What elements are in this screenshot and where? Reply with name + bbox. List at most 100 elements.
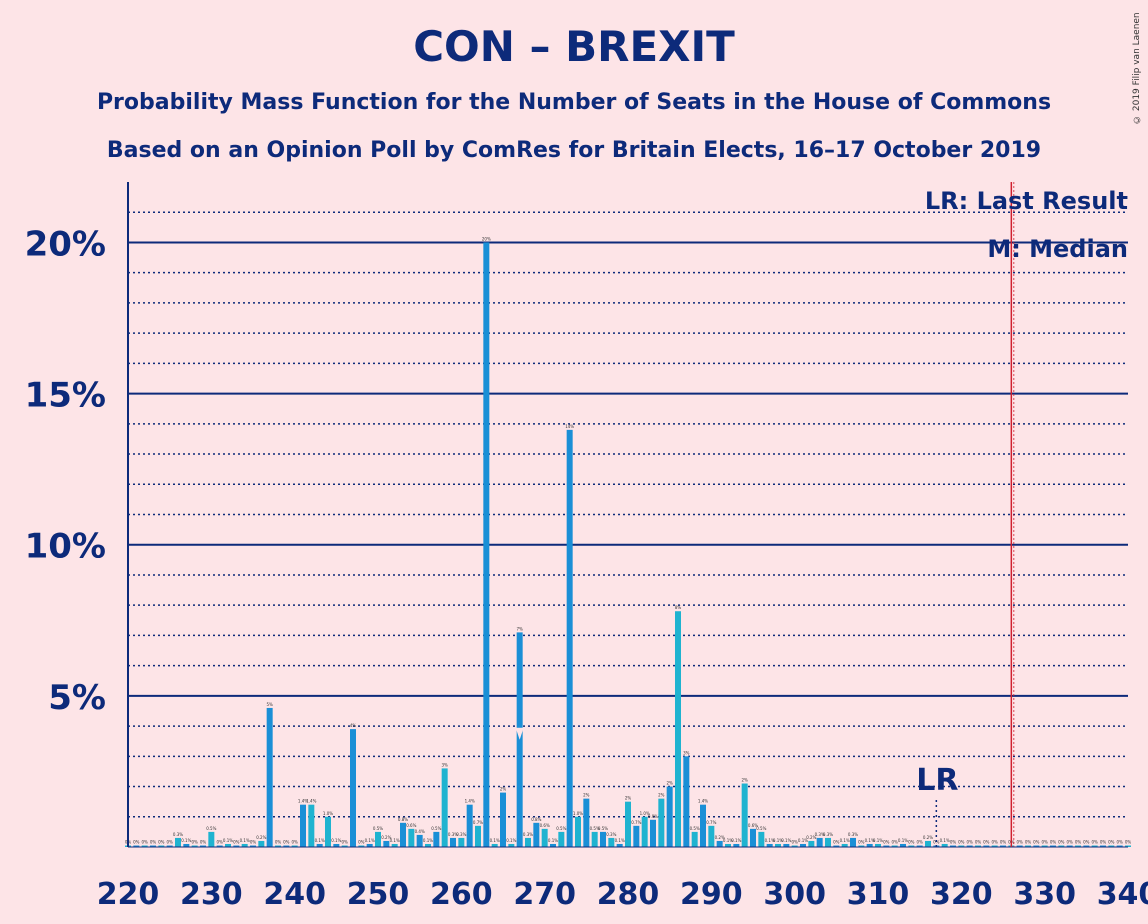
bar-value-label: 0% bbox=[991, 840, 998, 845]
bar-value-label: 0.1% bbox=[506, 838, 516, 843]
bar-value-label: 0% bbox=[1116, 840, 1123, 845]
bar-seat-293 bbox=[733, 843, 740, 847]
bar-value-label: 0.5% bbox=[590, 826, 600, 831]
bar-seat-244 bbox=[325, 816, 331, 847]
bar-seat-245 bbox=[333, 843, 340, 847]
bar-seat-305 bbox=[833, 845, 840, 847]
bar-seat-329 bbox=[1033, 845, 1040, 847]
gridlines bbox=[128, 211, 1128, 818]
bar-value-label: 2% bbox=[666, 781, 673, 786]
bar-value-label: 0% bbox=[958, 840, 965, 845]
bar-seat-277 bbox=[600, 831, 606, 847]
bar-value-label: 0% bbox=[166, 840, 173, 845]
bar-seat-234 bbox=[241, 843, 248, 847]
bar-seat-336 bbox=[1091, 845, 1098, 847]
bar-value-label: 0.5% bbox=[598, 826, 608, 831]
bar-value-label: 0.9% bbox=[648, 814, 658, 819]
bar-value-label: 0.5% bbox=[556, 826, 566, 831]
bar-value-label: 0.6% bbox=[748, 823, 758, 828]
bar-value-label: 0.1% bbox=[315, 838, 325, 843]
bar-seat-304 bbox=[825, 837, 831, 847]
bar-value-label: 0.2% bbox=[715, 835, 725, 840]
bar-seat-303 bbox=[816, 837, 823, 847]
bar-value-label: 5% bbox=[266, 702, 273, 707]
bar-seat-315 bbox=[916, 845, 923, 847]
bar-seat-221 bbox=[133, 845, 140, 847]
bar-seat-261 bbox=[466, 804, 473, 847]
x-tick-330: 330 bbox=[1013, 877, 1076, 912]
bar-value-label: 0.8% bbox=[398, 817, 408, 822]
bar-seat-309 bbox=[866, 843, 873, 847]
bar-value-label: 2% bbox=[625, 796, 632, 801]
bar-seat-268 bbox=[525, 837, 531, 847]
bar-value-label: 0.5% bbox=[373, 826, 383, 831]
bar-seat-287 bbox=[683, 756, 690, 847]
bar-value-label: 0.2% bbox=[806, 835, 816, 840]
bar-seat-243 bbox=[316, 843, 323, 847]
bar-value-label: 0% bbox=[883, 840, 890, 845]
bar-value-label: 0.1% bbox=[240, 838, 250, 843]
bar-seat-264 bbox=[491, 843, 498, 847]
bar-value-label: 0.1% bbox=[615, 838, 625, 843]
y-tick-20: 20% bbox=[25, 224, 106, 264]
bar-value-label: 0% bbox=[1066, 840, 1073, 845]
bar-value-label: 14% bbox=[565, 424, 574, 429]
bar-value-label: 0.5% bbox=[431, 826, 441, 831]
bar-seat-340 bbox=[1125, 845, 1131, 847]
x-tick-220: 220 bbox=[97, 877, 160, 912]
bar-seat-337 bbox=[1100, 845, 1106, 847]
bar-seat-307 bbox=[850, 837, 856, 847]
bar-value-label: 0% bbox=[791, 840, 798, 845]
bar-value-label: 0% bbox=[233, 840, 240, 845]
bar-value-label: 0% bbox=[1050, 840, 1057, 845]
bar-seat-229 bbox=[200, 845, 206, 847]
bar-value-label: 0.1% bbox=[331, 838, 341, 843]
bar-value-label: 0.4% bbox=[415, 829, 425, 834]
bar-value-label: 0.1% bbox=[365, 838, 375, 843]
bar-value-label: 0.3% bbox=[456, 832, 466, 837]
bar-value-label: 0.1% bbox=[223, 838, 233, 843]
bar-seat-273 bbox=[566, 429, 573, 847]
bar-labels: 0%0%0%0%0%0%0.3%0.1%0%0%0.5%0%0.1%0%0.1%… bbox=[125, 236, 1132, 844]
bar-value-label: 0% bbox=[1041, 840, 1048, 845]
bar-value-label: 0.3% bbox=[848, 832, 858, 837]
bar-seat-224 bbox=[158, 845, 165, 847]
bar-value-label: 0% bbox=[358, 840, 365, 845]
bar-seat-230 bbox=[208, 831, 215, 847]
bar-seat-332 bbox=[1058, 845, 1065, 847]
bar-seat-290 bbox=[708, 825, 715, 847]
y-tick-labels: 5% 10% 15% 20% bbox=[25, 224, 106, 717]
bar-value-label: 0.5% bbox=[690, 826, 700, 831]
bar-value-label: 0.1% bbox=[840, 838, 850, 843]
bar-seat-297 bbox=[766, 843, 773, 847]
bar-value-label: 0.1% bbox=[390, 838, 400, 843]
bar-seat-331 bbox=[1050, 845, 1056, 847]
bar-value-label: 0.1% bbox=[765, 838, 775, 843]
bar-value-label: 0.1% bbox=[423, 838, 433, 843]
bar-seat-238 bbox=[275, 845, 281, 847]
bar-seat-339 bbox=[1116, 845, 1123, 847]
bar-seat-280 bbox=[625, 801, 631, 847]
bar-value-label: 0% bbox=[1108, 840, 1115, 845]
bar-value-label: 1.4% bbox=[298, 799, 308, 804]
bar-value-label: 0% bbox=[1025, 840, 1032, 845]
bar-seat-308 bbox=[858, 845, 865, 847]
bar-value-label: 0% bbox=[150, 840, 157, 845]
bar-value-label: 0% bbox=[133, 840, 140, 845]
bar-value-label: 0.3% bbox=[523, 832, 533, 837]
bar-value-label: 0.1% bbox=[731, 838, 741, 843]
bar-seat-226 bbox=[175, 837, 181, 847]
bar-value-label: 0% bbox=[283, 840, 290, 845]
bar-value-label: 0.3% bbox=[823, 832, 833, 837]
bar-seat-241 bbox=[300, 804, 306, 847]
bar-value-label: 0% bbox=[291, 840, 298, 845]
bar-value-label: 1.0% bbox=[640, 811, 650, 816]
x-tick-230: 230 bbox=[180, 877, 243, 912]
bar-seat-284 bbox=[658, 798, 665, 847]
bar-seat-258 bbox=[441, 768, 448, 847]
bar-value-label: 0% bbox=[250, 840, 257, 845]
bar-seat-292 bbox=[725, 843, 731, 847]
bar-seat-254 bbox=[408, 828, 415, 847]
bar-seat-333 bbox=[1066, 845, 1073, 847]
bar-value-label: 0.2% bbox=[381, 835, 391, 840]
